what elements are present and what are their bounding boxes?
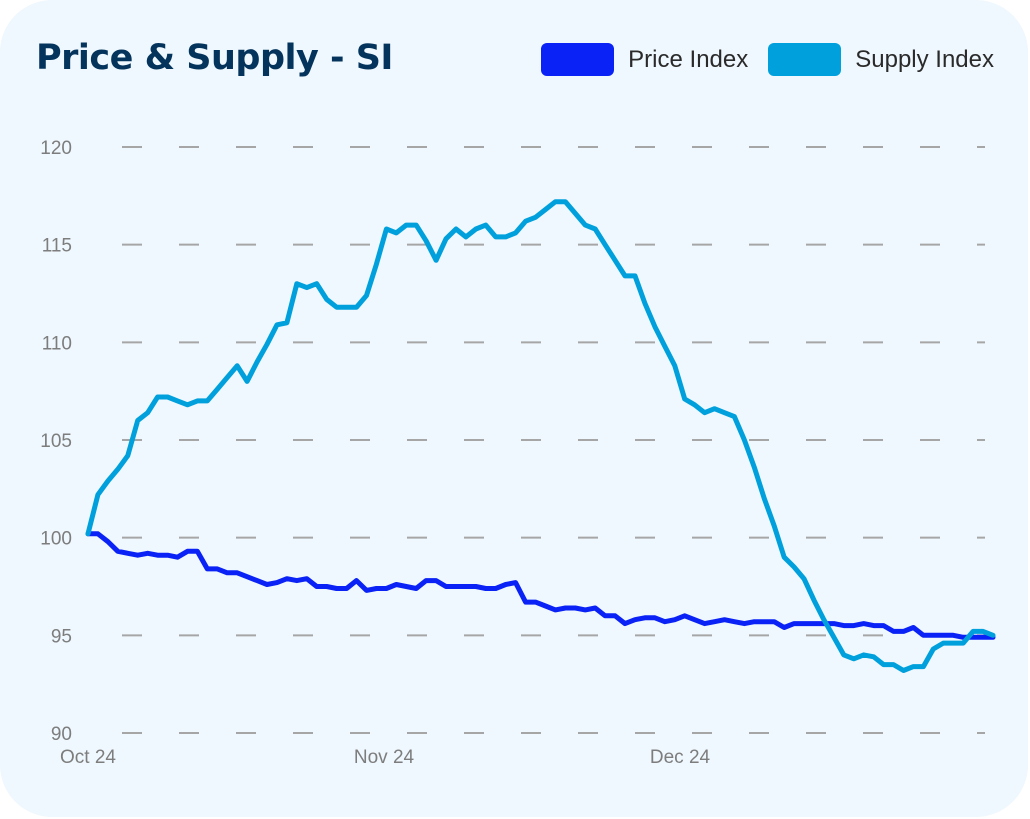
y-axis-ticks: 90 95 100 105 110 115 120 [40, 138, 72, 745]
chart-title: Price & Supply - SI [36, 38, 393, 78]
price-index-swatch-icon [541, 43, 615, 76]
legend-label-price-index: Price Index [628, 45, 749, 73]
x-tick-label: Dec 24 [650, 747, 711, 768]
x-axis-ticks: Oct 24 Nov 24 Dec 24 [60, 747, 711, 768]
legend-item-supply-index[interactable]: Supply Index [768, 43, 994, 76]
series-line-supply-index [85, 199, 996, 673]
y-tick-label: 105 [40, 431, 72, 452]
y-tick-label: 95 [51, 626, 72, 647]
x-tick-label: Nov 24 [354, 747, 415, 768]
grid-lines [85, 146, 985, 734]
y-tick-label: 115 [42, 236, 72, 257]
series-line-price-index [85, 531, 996, 640]
y-tick-label: 100 [40, 529, 72, 550]
legend: Price Index Supply Index [521, 43, 994, 76]
y-tick-label: 90 [51, 724, 72, 745]
series-lines [85, 199, 996, 673]
legend-item-price-index[interactable]: Price Index [541, 43, 748, 76]
legend-label-supply-index: Supply Index [855, 45, 994, 73]
y-tick-label: 120 [40, 138, 72, 159]
supply-index-swatch-icon [768, 43, 842, 76]
x-tick-label: Oct 24 [60, 747, 116, 768]
y-tick-label: 110 [42, 333, 72, 354]
